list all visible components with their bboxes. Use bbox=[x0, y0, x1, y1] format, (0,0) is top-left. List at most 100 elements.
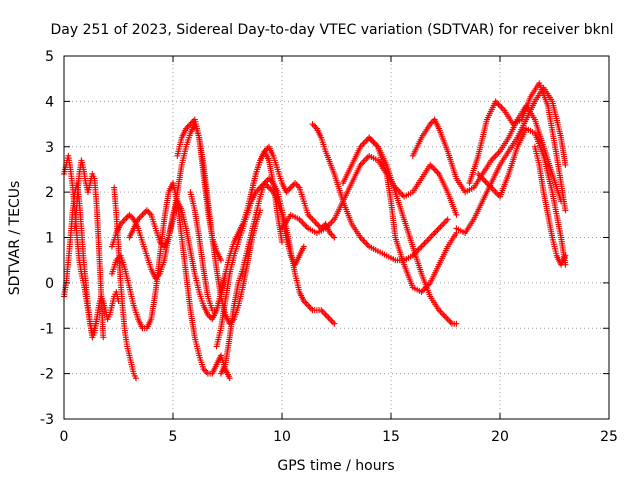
data-point bbox=[123, 214, 130, 221]
data-point bbox=[453, 211, 460, 218]
data-point bbox=[495, 101, 502, 108]
data-point bbox=[329, 232, 336, 239]
data-point bbox=[443, 314, 450, 321]
data-point bbox=[303, 301, 310, 308]
data-point bbox=[367, 136, 374, 143]
x-tick-label: 0 bbox=[60, 429, 69, 445]
series-sat-a bbox=[61, 180, 122, 341]
y-tick-label: 1 bbox=[45, 231, 54, 247]
x-tick-label: 15 bbox=[382, 429, 400, 445]
data-point bbox=[425, 236, 432, 243]
data-point bbox=[309, 121, 316, 128]
data-point bbox=[418, 243, 425, 250]
data-point bbox=[497, 102, 503, 109]
data-point bbox=[132, 375, 139, 382]
series-sat-u bbox=[531, 143, 569, 268]
x-tick-label: 20 bbox=[491, 429, 509, 445]
data-point bbox=[292, 180, 299, 187]
data-point bbox=[453, 320, 460, 327]
data-point bbox=[369, 137, 376, 144]
data-point bbox=[138, 213, 145, 220]
axis-ticks bbox=[63, 55, 610, 420]
data-point bbox=[329, 319, 336, 326]
y-tick-label: -1 bbox=[40, 321, 54, 337]
data-point bbox=[494, 151, 501, 158]
data-point bbox=[441, 219, 448, 226]
data-point bbox=[310, 122, 317, 129]
data-point bbox=[438, 310, 445, 317]
data-point bbox=[430, 164, 437, 171]
data-point bbox=[93, 316, 100, 323]
data-point bbox=[361, 239, 368, 246]
data-point bbox=[286, 186, 293, 193]
series-sat-t bbox=[475, 125, 569, 268]
data-point bbox=[319, 308, 326, 315]
data-point bbox=[120, 217, 127, 224]
data-point bbox=[308, 214, 315, 221]
data-point bbox=[437, 308, 444, 315]
data-point bbox=[433, 167, 440, 174]
data-point bbox=[431, 229, 438, 236]
data-point bbox=[264, 183, 271, 190]
data-point bbox=[430, 231, 437, 238]
series-sat-m bbox=[279, 152, 460, 236]
series-sat-p bbox=[366, 134, 460, 295]
data-point bbox=[140, 210, 147, 217]
data-point bbox=[441, 313, 448, 320]
data-point bbox=[437, 223, 444, 230]
y-tick-label: 4 bbox=[45, 94, 54, 110]
series-sat-o bbox=[340, 134, 460, 327]
data-point bbox=[328, 317, 335, 324]
data-point bbox=[435, 225, 442, 232]
data-point bbox=[312, 219, 319, 226]
series-sat-c bbox=[71, 157, 107, 341]
data-point bbox=[440, 220, 447, 227]
data-point bbox=[434, 226, 441, 233]
data-point bbox=[360, 158, 367, 165]
x-tick-label: 10 bbox=[273, 429, 291, 445]
data-point bbox=[491, 187, 498, 194]
data-point bbox=[139, 211, 146, 218]
data-point bbox=[217, 257, 224, 264]
data-point bbox=[372, 140, 379, 147]
data-point bbox=[308, 305, 315, 312]
data-point bbox=[498, 104, 505, 111]
y-tick-label: -3 bbox=[40, 412, 54, 428]
data-point bbox=[203, 369, 210, 376]
data-point bbox=[331, 320, 338, 327]
x-tick-labels: 0 5 10 15 20 25 bbox=[60, 429, 618, 445]
series-sat-k bbox=[217, 175, 338, 377]
data-point bbox=[562, 161, 569, 168]
data-point bbox=[293, 181, 300, 188]
data-point bbox=[489, 155, 496, 162]
data-point bbox=[358, 236, 365, 243]
y-tick-labels: -3 -2 -1 0 1 2 3 4 5 bbox=[40, 49, 54, 428]
data-point bbox=[309, 216, 316, 223]
series-sat-n bbox=[309, 121, 451, 264]
data-point bbox=[279, 239, 285, 246]
data-point bbox=[415, 246, 422, 253]
data-point bbox=[313, 220, 320, 227]
data-point bbox=[360, 140, 367, 147]
data-point bbox=[438, 222, 445, 229]
data-point bbox=[331, 234, 338, 241]
data-point bbox=[417, 245, 424, 252]
series-sat-r bbox=[453, 84, 569, 236]
series-sat-d bbox=[111, 184, 139, 382]
data-point bbox=[444, 216, 451, 223]
data-point bbox=[300, 220, 307, 227]
data-point bbox=[428, 232, 435, 239]
data-point bbox=[126, 211, 133, 218]
x-tick-label: 5 bbox=[169, 429, 178, 445]
data-point bbox=[492, 152, 499, 159]
data-point bbox=[360, 237, 367, 244]
data-point bbox=[446, 317, 453, 324]
data-point bbox=[145, 208, 152, 215]
data-point bbox=[427, 234, 434, 241]
series-sat-s bbox=[466, 80, 569, 214]
data-point bbox=[310, 217, 317, 224]
data-point bbox=[433, 228, 440, 235]
data-point bbox=[305, 302, 312, 309]
y-tick-label: 0 bbox=[45, 276, 54, 292]
